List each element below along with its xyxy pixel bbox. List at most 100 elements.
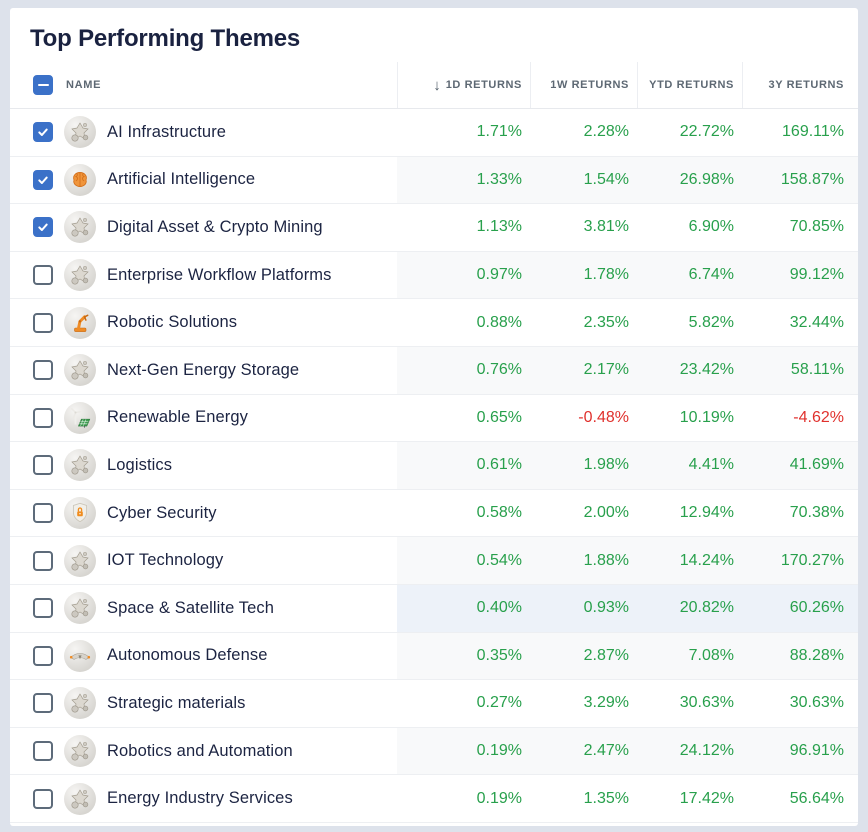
checkmark-icon (38, 128, 48, 137)
row-checkbox[interactable] (33, 503, 53, 524)
checkmark-icon (38, 176, 48, 184)
indeterminate-minus-icon (37, 83, 49, 87)
return-value-3y: -4.62% (793, 408, 844, 426)
table-row[interactable]: Enterprise Workflow Platforms 0.97% 1.78… (10, 251, 858, 300)
row-checkbox[interactable] (33, 407, 53, 428)
generic-theme-icon (64, 687, 96, 720)
return-value-1d: 0.19% (476, 742, 522, 760)
theme-name: Logistics (107, 455, 173, 474)
theme-name-cell: Strategic materials (10, 680, 397, 727)
returns-cells: 0.58% 2.00% 12.94% 70.38% (397, 490, 858, 537)
row-checkbox[interactable] (33, 550, 53, 571)
theme-name-cell: Renewable Energy (10, 394, 397, 442)
row-checkbox[interactable] (33, 217, 53, 238)
table-row[interactable]: Logistics 0.61% 1.98% 4.41% 41.69% (10, 442, 858, 490)
theme-name: AI Infrastructure (107, 122, 227, 141)
table-body: AI Infrastructure 1.71% 2.28% 22.72% 169… (10, 109, 858, 823)
page-title: Top Performing Themes (30, 25, 301, 52)
table-row[interactable]: Autonomous Defense 0.35% 2.87% 7.08% 88.… (10, 632, 858, 681)
table-row[interactable]: Space & Satellite Tech 0.40% 0.93% 20.82… (10, 584, 858, 633)
generic-theme-icon (64, 211, 96, 244)
returns-cells: 0.97% 1.78% 6.74% 99.12% (397, 251, 858, 299)
row-checkbox[interactable] (33, 645, 53, 666)
column-header-3y-returns[interactable]: 3Y RETURNS (742, 62, 858, 108)
generic-theme-icon (64, 116, 96, 149)
return-value-ytd: 23.42% (679, 361, 734, 379)
return-value-1d: 0.35% (476, 646, 522, 664)
return-value-3y: 30.63% (789, 694, 844, 712)
return-value-3y: 70.38% (789, 504, 844, 522)
table-header-row: NAME ↓ 1D RETURNS 1W RETURNS YTD RETURNS… (10, 62, 858, 109)
table-row[interactable]: Cyber Security 0.58% 2.00% 12.94% 70.38% (10, 489, 858, 538)
row-checkbox[interactable] (33, 312, 53, 333)
table-row[interactable]: IOT Technology 0.54% 1.88% 14.24% 170.27… (10, 537, 858, 585)
return-value-ytd: 17.42% (679, 789, 734, 807)
row-checkbox[interactable] (33, 169, 53, 190)
column-header-label: YTD RETURNS (649, 79, 734, 91)
drone-icon (64, 639, 96, 672)
theme-name: Space & Satellite Tech (107, 598, 274, 617)
theme-name: Digital Asset & Crypto Mining (107, 217, 323, 236)
theme-name: Cyber Security (107, 503, 217, 522)
return-value-ytd: 7.08% (688, 646, 734, 664)
row-checkbox[interactable] (33, 693, 53, 714)
return-value-1d: 0.61% (476, 456, 522, 474)
returns-cells: 0.88% 2.35% 5.82% 32.44% (397, 299, 858, 346)
column-header-1w-returns[interactable]: 1W RETURNS (530, 62, 637, 108)
return-value-1w: 0.93% (583, 599, 629, 617)
row-checkbox[interactable] (33, 598, 53, 619)
table-row[interactable]: Next-Gen Energy Storage 0.76% 2.17% 23.4… (10, 346, 858, 395)
theme-name: Next-Gen Energy Storage (107, 360, 300, 379)
column-header-label: 1D RETURNS (445, 79, 522, 91)
returns-cells: 1.13% 3.81% 6.90% 70.85% (397, 204, 858, 251)
return-value-ytd: 22.72% (679, 123, 734, 141)
theme-name-cell: Next-Gen Energy Storage (10, 346, 397, 394)
return-value-1d: 0.54% (476, 551, 522, 569)
return-value-ytd: 14.24% (679, 551, 734, 569)
theme-name: Robotic Solutions (107, 313, 238, 332)
theme-name: Renewable Energy (107, 408, 249, 427)
table-row[interactable]: Renewable Energy 0.65% -0.48% 10.19% -4.… (10, 394, 858, 443)
returns-cells: 0.19% 1.35% 17.42% 56.64% (397, 775, 858, 822)
return-value-1w: -0.48% (578, 408, 629, 426)
return-value-1d: 0.19% (476, 789, 522, 807)
return-value-ytd: 30.63% (679, 694, 734, 712)
generic-theme-icon (64, 782, 96, 815)
column-header-1d-returns[interactable]: ↓ 1D RETURNS (397, 62, 530, 108)
returns-cells: 0.61% 1.98% 4.41% 41.69% (397, 442, 858, 489)
theme-name-cell: Enterprise Workflow Platforms (10, 251, 397, 299)
table-row[interactable]: Robotics and Automation 0.19% 2.47% 24.1… (10, 727, 858, 776)
return-value-3y: 99.12% (789, 266, 844, 284)
return-value-3y: 60.26% (789, 599, 844, 617)
row-checkbox[interactable] (33, 788, 53, 809)
renewable-icon (64, 401, 96, 434)
theme-name: Enterprise Workflow Platforms (107, 265, 332, 284)
return-value-ytd: 6.90% (688, 218, 734, 236)
theme-name-cell: AI Infrastructure (10, 109, 397, 156)
returns-cells: 0.35% 2.87% 7.08% 88.28% (397, 632, 858, 680)
column-header-ytd-returns[interactable]: YTD RETURNS (637, 62, 742, 108)
table-row[interactable]: Strategic materials 0.27% 3.29% 30.63% 3… (10, 680, 858, 728)
return-value-ytd: 26.98% (679, 170, 734, 188)
table-row[interactable]: Artificial Intelligence 1.33% 1.54% 26.9… (10, 156, 858, 205)
row-checkbox[interactable] (33, 455, 53, 476)
table-row[interactable]: Digital Asset & Crypto Mining 1.13% 3.81… (10, 204, 858, 252)
table-row[interactable]: AI Infrastructure 1.71% 2.28% 22.72% 169… (10, 109, 858, 157)
theme-name: IOT Technology (107, 551, 224, 570)
returns-cells: 0.27% 3.29% 30.63% 30.63% (397, 680, 858, 727)
return-value-1w: 1.54% (583, 170, 629, 188)
theme-name: Strategic materials (107, 693, 246, 712)
return-value-1d: 0.76% (476, 361, 522, 379)
theme-name-cell: IOT Technology (10, 537, 397, 584)
row-checkbox[interactable] (33, 265, 53, 286)
table-row[interactable]: Robotic Solutions 0.88% 2.35% 5.82% 32.4… (10, 299, 858, 347)
row-checkbox[interactable] (33, 360, 53, 381)
return-value-1d: 0.97% (476, 266, 522, 284)
row-checkbox[interactable] (33, 741, 53, 762)
select-all-checkbox[interactable] (33, 75, 53, 95)
return-value-1w: 1.88% (583, 551, 629, 569)
row-checkbox[interactable] (33, 122, 53, 143)
table-row[interactable]: Energy Industry Services 0.19% 1.35% 17.… (10, 775, 858, 823)
return-value-ytd: 4.41% (688, 456, 734, 474)
return-value-1d: 1.71% (476, 123, 522, 141)
